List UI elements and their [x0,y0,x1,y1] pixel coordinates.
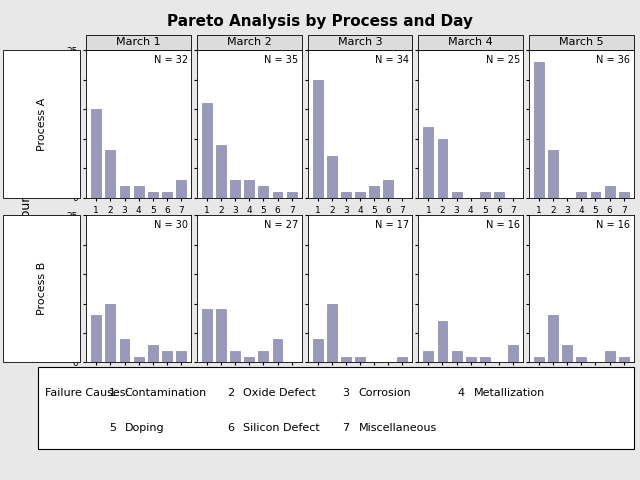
Bar [480,192,490,198]
Text: March 4: March 4 [448,37,493,48]
Text: March 1: March 1 [116,37,161,48]
Text: Pareto Analysis by Process and Day: Pareto Analysis by Process and Day [167,14,473,29]
Bar [438,139,447,198]
Bar [577,357,586,362]
Bar [619,192,628,198]
Text: N = 34: N = 34 [375,55,409,65]
Bar [230,350,240,362]
Text: March 3: March 3 [338,37,382,48]
Bar [148,192,157,198]
Bar [134,357,143,362]
Bar [605,186,614,198]
Bar [92,315,101,362]
Text: 6: 6 [227,423,234,433]
Bar [106,150,115,198]
Bar [548,315,558,362]
Text: Metallization: Metallization [474,388,545,398]
Bar [619,357,628,362]
Bar [120,186,129,198]
Text: N = 36: N = 36 [596,55,630,65]
Text: Process A: Process A [36,97,47,151]
Text: N = 30: N = 30 [154,220,188,229]
Bar [591,192,600,198]
Bar [605,350,614,362]
Bar [244,180,254,198]
Text: N = 35: N = 35 [264,55,298,65]
Bar [508,345,518,362]
Bar [134,186,143,198]
Text: Silicon Defect: Silicon Defect [243,423,320,433]
Bar [355,357,365,362]
Text: 7: 7 [342,423,349,433]
Bar [202,103,212,198]
Text: N = 27: N = 27 [264,220,298,229]
Bar [216,310,226,362]
Bar [259,350,268,362]
Bar [162,192,172,198]
Text: N = 16: N = 16 [486,220,520,229]
Text: 5: 5 [109,423,116,433]
Bar [259,186,268,198]
Bar [327,156,337,198]
Bar [369,186,379,198]
Bar [148,345,157,362]
Bar [494,192,504,198]
Bar [563,345,572,362]
Bar [534,62,544,198]
Bar [397,357,407,362]
Bar [355,192,365,198]
Text: N = 17: N = 17 [375,220,409,229]
Bar [92,109,101,198]
Text: March 5: March 5 [559,37,604,48]
Text: 4: 4 [458,388,465,398]
Text: N = 32: N = 32 [154,55,188,65]
Bar [383,180,393,198]
Bar [162,350,172,362]
Bar [244,357,254,362]
Text: Miscellaneous: Miscellaneous [358,423,436,433]
Bar [452,192,461,198]
Text: N = 25: N = 25 [486,55,520,65]
Bar [287,192,296,198]
Bar [176,350,186,362]
Bar [341,357,351,362]
Bar [466,357,476,362]
Text: Corrosion: Corrosion [358,388,411,398]
Text: 3: 3 [342,388,349,398]
Text: Doping: Doping [125,423,164,433]
Bar [202,310,212,362]
Bar [120,339,129,362]
Bar [534,357,544,362]
Bar [577,192,586,198]
Bar [176,180,186,198]
Bar [424,127,433,198]
Bar [424,350,433,362]
Bar [452,350,461,362]
Text: Failure Causes:: Failure Causes: [45,388,129,398]
Bar [216,144,226,198]
Bar [313,339,323,362]
Text: 1: 1 [109,388,116,398]
Bar [548,150,558,198]
Bar [327,303,337,362]
Text: Count: Count [19,188,32,225]
Bar [106,303,115,362]
Bar [273,339,282,362]
Bar [438,321,447,362]
Text: N = 16: N = 16 [596,220,630,229]
Bar [341,192,351,198]
Bar [273,192,282,198]
Text: Process B: Process B [36,262,47,315]
Text: Oxide Defect: Oxide Defect [243,388,316,398]
Text: 2: 2 [227,388,234,398]
Text: March 2: March 2 [227,37,272,48]
Bar [313,80,323,198]
Bar [230,180,240,198]
Bar [480,357,490,362]
Text: Contamination: Contamination [125,388,207,398]
